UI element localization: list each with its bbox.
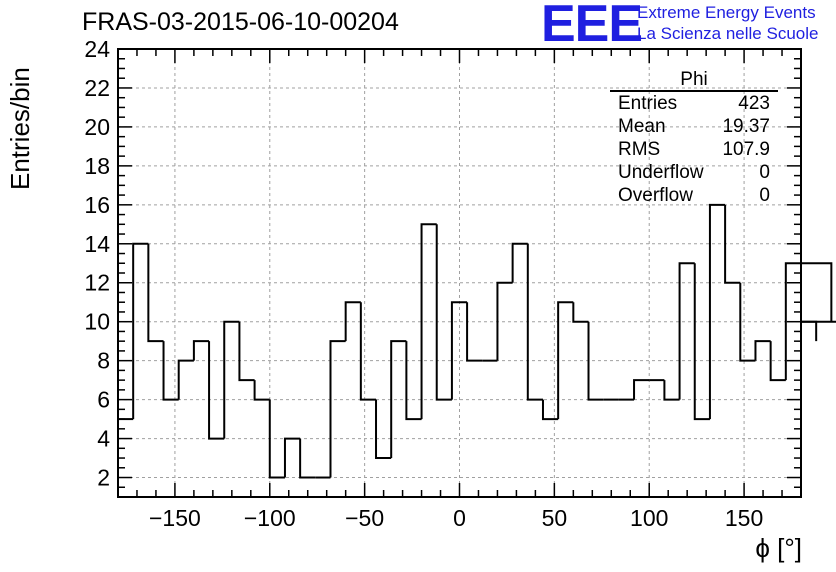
x-tick-label: 100 bbox=[630, 505, 668, 531]
histogram-bin bbox=[724, 204, 741, 284]
y-tick-label: 24 bbox=[84, 36, 110, 62]
histogram-bin bbox=[557, 301, 574, 420]
x-tick-label: −50 bbox=[345, 505, 384, 531]
histogram-bin bbox=[541, 399, 559, 421]
histogram-bin bbox=[390, 340, 407, 459]
y-tick-label: 14 bbox=[84, 231, 110, 257]
x-tick-label: 50 bbox=[542, 505, 568, 531]
histogram-bin bbox=[511, 242, 528, 283]
histogram-series bbox=[118, 203, 836, 479]
stats-key: Overflow bbox=[618, 185, 693, 206]
histogram-bin bbox=[801, 320, 818, 342]
histogram-bin bbox=[208, 341, 225, 440]
stats-key: Underflow bbox=[618, 162, 704, 183]
histogram-bin bbox=[268, 399, 285, 479]
y-tick-label: 22 bbox=[84, 75, 110, 101]
histogram-bin bbox=[801, 320, 836, 323]
stats-row-underflow: Underflow 0 bbox=[610, 161, 778, 184]
x-tick-label: 150 bbox=[725, 505, 763, 531]
histogram-bin bbox=[147, 243, 164, 343]
histogram-bin bbox=[162, 341, 179, 401]
stats-value: 0 bbox=[759, 185, 770, 206]
y-tick-label: 20 bbox=[84, 114, 110, 140]
histogram-bin bbox=[678, 262, 695, 400]
y-tick-label: 2 bbox=[97, 465, 110, 491]
histogram-bin bbox=[299, 438, 316, 479]
stats-row-entries: Entries 423 bbox=[610, 92, 778, 115]
y-tick-label: 16 bbox=[84, 192, 110, 218]
histogram-bin bbox=[435, 224, 452, 401]
stats-value: 423 bbox=[738, 93, 770, 114]
histogram-bin bbox=[587, 321, 604, 401]
histogram-bin bbox=[238, 321, 255, 382]
stats-value: 107.9 bbox=[722, 139, 770, 160]
stats-row-overflow: Overflow 0 bbox=[610, 184, 778, 207]
histogram-bin bbox=[132, 242, 149, 420]
histogram-bin bbox=[526, 243, 543, 401]
stats-row-rms: RMS 107.9 bbox=[610, 138, 778, 161]
histogram-bin bbox=[192, 340, 210, 361]
histogram-bin bbox=[283, 437, 301, 478]
chart-title: FRAS-03-2015-06-10-00204 bbox=[82, 8, 399, 36]
histogram-bin bbox=[466, 302, 483, 362]
histogram-bin bbox=[253, 380, 270, 401]
histogram-bin bbox=[496, 281, 513, 361]
histogram-bin bbox=[329, 340, 346, 478]
stats-row-mean: Mean 19.37 bbox=[610, 115, 778, 138]
histogram-bin bbox=[405, 341, 422, 421]
histogram-bin bbox=[344, 301, 361, 342]
stats-value: 0 bbox=[759, 162, 770, 183]
histogram-bin bbox=[769, 341, 786, 382]
x-tick-label: −150 bbox=[149, 505, 201, 531]
histogram-bin bbox=[663, 380, 680, 401]
stats-value: 19.37 bbox=[722, 116, 770, 137]
x-tick-label: −100 bbox=[244, 505, 296, 531]
x-tick-label: 0 bbox=[453, 505, 466, 531]
y-tick-label: 4 bbox=[97, 426, 110, 452]
histogram-bin bbox=[223, 320, 240, 439]
histogram-bin bbox=[177, 359, 194, 400]
histogram-bin bbox=[359, 302, 377, 401]
stats-key: RMS bbox=[618, 139, 661, 160]
histogram-bin bbox=[450, 301, 468, 400]
histogram-bin bbox=[693, 263, 710, 421]
stats-key: Mean bbox=[618, 116, 666, 137]
y-tick-label: 12 bbox=[84, 270, 110, 296]
grid-lines bbox=[118, 48, 801, 497]
eee-logo: EEE bbox=[541, 0, 643, 53]
y-tick-label: 6 bbox=[97, 387, 110, 413]
brand-line-2: La Scienza nelle Scuole bbox=[637, 24, 819, 43]
histogram-bin bbox=[754, 340, 771, 361]
y-tick-label: 18 bbox=[84, 153, 110, 179]
histogram-bin bbox=[739, 282, 756, 362]
brand-line-1: Extreme Energy Events bbox=[637, 3, 816, 22]
histogram-bin bbox=[801, 262, 833, 322]
y-axis-label: Entries/bin bbox=[5, 67, 35, 190]
stats-box: Phi Entries 423 Mean 19.37 RMS 107.9 Und… bbox=[610, 70, 778, 207]
histogram-bin bbox=[375, 399, 392, 460]
stats-key: Entries bbox=[618, 93, 678, 114]
x-axis-label: ϕ [°] bbox=[755, 533, 802, 563]
histogram-bin bbox=[708, 203, 726, 420]
histogram-bin bbox=[572, 302, 589, 323]
histogram-bin bbox=[633, 379, 650, 400]
stats-header: Phi bbox=[610, 70, 778, 92]
y-tick-label: 8 bbox=[97, 348, 110, 374]
y-tick-label: 10 bbox=[84, 309, 110, 335]
histogram-bin bbox=[420, 223, 437, 420]
